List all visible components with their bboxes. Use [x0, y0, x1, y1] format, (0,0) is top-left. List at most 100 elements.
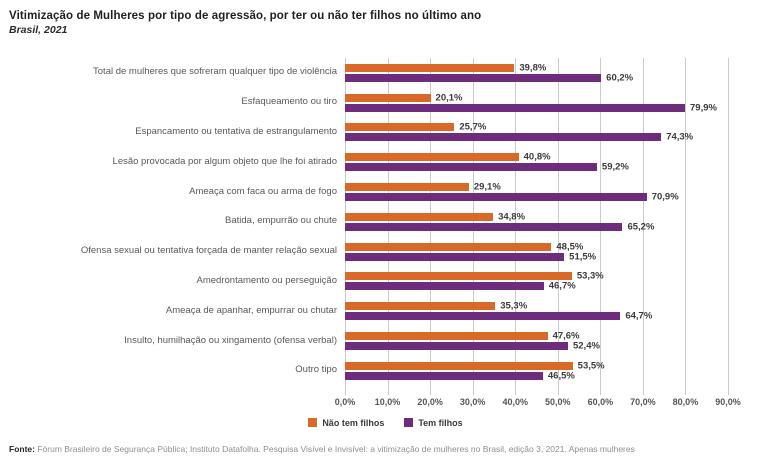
legend-item: Tem filhos: [404, 417, 463, 428]
value-label: 59,2%: [601, 161, 629, 173]
value-label: 34,8%: [498, 211, 526, 223]
x-tick-label: 60,0%: [587, 396, 614, 407]
category-label: Esfaqueamento ou tiro: [241, 96, 337, 108]
x-tick-label: 90,0%: [715, 396, 741, 407]
bar-tem-filhos: 64,7%: [345, 311, 652, 322]
bar-tem-filhos: 70,9%: [345, 192, 679, 203]
gridline: [685, 58, 687, 395]
bar-group: 25,7% 74,3%: [345, 122, 728, 143]
gridline: [728, 58, 729, 395]
category-label: Outro tipo: [295, 364, 337, 376]
x-tick-label: 70,0%: [630, 396, 656, 407]
bar-group: 48,5% 51,5%: [345, 241, 728, 262]
x-tick-label: 20,0%: [417, 396, 443, 407]
value-label: 53,5%: [577, 360, 605, 372]
value-label: 29,1%: [473, 181, 501, 193]
chart-subtitle: Brasil, 2021: [9, 24, 68, 36]
bar-row: Insulto, humilhação ou xingamento (ofens…: [0, 326, 771, 356]
value-label: 20,1%: [435, 92, 463, 104]
bar-nao-tem-filhos: 34,8%: [345, 211, 525, 222]
bar-nao-tem-filhos: 20,1%: [345, 92, 462, 103]
category-label: Lesão provocada por algum objeto que lhe…: [112, 155, 337, 167]
bar-group: 47,6% 52,4%: [345, 331, 728, 352]
bar-group: 53,5% 46,5%: [345, 360, 728, 381]
value-label: 70,9%: [651, 191, 679, 203]
value-label: 53,3%: [576, 270, 604, 282]
value-label: 51,5%: [569, 251, 597, 263]
x-tick-label: 80,0%: [672, 396, 699, 407]
bar-group: 53,3% 46,7%: [345, 271, 728, 292]
bar-nao-tem-filhos: 35,3%: [345, 301, 527, 312]
chart-legend: Não tem filhos Tem filhos: [0, 418, 771, 428]
gridline: [642, 58, 644, 395]
value-label: 46,5%: [547, 370, 575, 382]
source-text: Fórum Brasileiro de Segurança Pública; I…: [37, 444, 635, 454]
x-tick-label: 10,0%: [374, 396, 401, 407]
x-tick-label: 0,0%: [334, 396, 356, 407]
bar-tem-filhos: 46,5%: [345, 370, 575, 381]
value-label: 60,2%: [606, 72, 634, 84]
legend-item: Não tem filhos: [308, 418, 384, 428]
bar-tem-filhos: 65,2%: [345, 221, 654, 232]
bar-tem-filhos: 79,9%: [345, 102, 717, 113]
bar-row: Ameaça de apanhar, empurrar ou chutar 35,…: [0, 296, 771, 326]
source-note: Fonte: Fórum Brasileiro de Segurança Púb…: [9, 444, 762, 455]
bar-nao-tem-filhos: 53,5%: [345, 360, 605, 371]
bar-group: 40,8% 59,2%: [345, 152, 728, 173]
bar-row: Lesão provocada por algum objeto que lhe…: [0, 147, 771, 177]
value-label: 39,8%: [519, 62, 547, 74]
bar-group: 20,1% 79,9%: [345, 92, 728, 113]
value-label: 25,7%: [459, 121, 487, 133]
chart-title: Vitimização de Mulheres por tipo de agre…: [9, 10, 482, 22]
category-label: Espancamento ou tentativa de estrangulam…: [135, 126, 337, 138]
bar-nao-tem-filhos: 40,8%: [345, 152, 551, 163]
value-label: 40,8%: [523, 151, 551, 163]
bar-group: 35,3% 64,7%: [345, 301, 728, 322]
bar-row: Outro tipo 53,5% 46,5%: [0, 356, 771, 386]
legend-swatch-tem-filhos: [404, 418, 414, 428]
bar-nao-tem-filhos: 29,1%: [345, 182, 501, 193]
bar-tem-filhos: 74,3%: [345, 132, 693, 143]
bar-tem-filhos: 59,2%: [345, 162, 629, 173]
value-label: 79,9%: [690, 102, 717, 114]
bar-nao-tem-filhos: 53,3%: [345, 271, 604, 282]
bar-row: Batida, empurrão ou chute 34,8% 65,2%: [0, 207, 771, 237]
bar-row: Amedrontamento ou perseguição 53,3% 46,7%: [0, 267, 771, 297]
value-label: 47,6%: [552, 330, 580, 342]
x-tick-label: 40,0%: [502, 396, 528, 407]
bar-tem-filhos: 46,7%: [345, 281, 576, 292]
bar-group: 34,8% 65,2%: [345, 211, 728, 232]
x-axis: 0,0% 10,0% 20,0% 30,0% 40,0% 50,0% 60,0% 70,0% 8…: [335, 396, 741, 410]
bar-tem-filhos: 60,2%: [345, 72, 633, 83]
bar-row: Ofensa sexual ou tentativa forçada de ma…: [0, 237, 771, 267]
bar-tem-filhos: 51,5%: [345, 251, 596, 262]
category-label: Ofensa sexual ou tentativa forçada de ma…: [80, 245, 337, 257]
category-label: Batida, empurrão ou chute: [225, 215, 337, 227]
legend-swatch-nao-tem-filhos: [308, 418, 318, 428]
bar-group: 39,8% 60,2%: [345, 62, 728, 83]
legend-label: Tem filhos: [418, 417, 463, 428]
value-label: 35,3%: [500, 300, 528, 312]
bar-nao-tem-filhos: 48,5%: [345, 241, 583, 252]
bar-nao-tem-filhos: 39,8%: [345, 62, 546, 73]
category-label: Ameaça com faca ou arma de fogo: [189, 185, 337, 197]
bar-row: Espancamento ou tentativa de estrangulam…: [0, 118, 771, 148]
bar-nao-tem-filhos: 25,7%: [345, 122, 486, 133]
bar-nao-tem-filhos: 47,6%: [345, 331, 580, 342]
value-label: 65,2%: [627, 221, 655, 233]
x-tick-label: 30,0%: [459, 396, 486, 407]
bar-chart: Total de mulheres que sofreram qualquer …: [0, 58, 771, 395]
legend-label: Não tem filhos: [322, 417, 385, 428]
bar-rows: Total de mulheres que sofreram qualquer …: [0, 58, 771, 386]
bar-row: Esfaqueamento ou tiro 20,1% 79,9%: [0, 88, 771, 118]
bar-tem-filhos: 52,4%: [345, 341, 600, 352]
category-label: Amedrontamento ou perseguição: [196, 275, 337, 287]
bar-row: Ameaça com faca ou arma de fogo 29,1% 70,9…: [0, 177, 771, 207]
bar-row: Total de mulheres que sofreram qualquer …: [0, 58, 771, 88]
value-label: 46,7%: [548, 280, 576, 292]
source-label: Fonte:: [9, 444, 35, 454]
category-label: Total de mulheres que sofreram qualquer …: [93, 66, 337, 78]
x-tick-label: 50,0%: [545, 396, 571, 407]
value-label: 52,4%: [572, 340, 600, 352]
